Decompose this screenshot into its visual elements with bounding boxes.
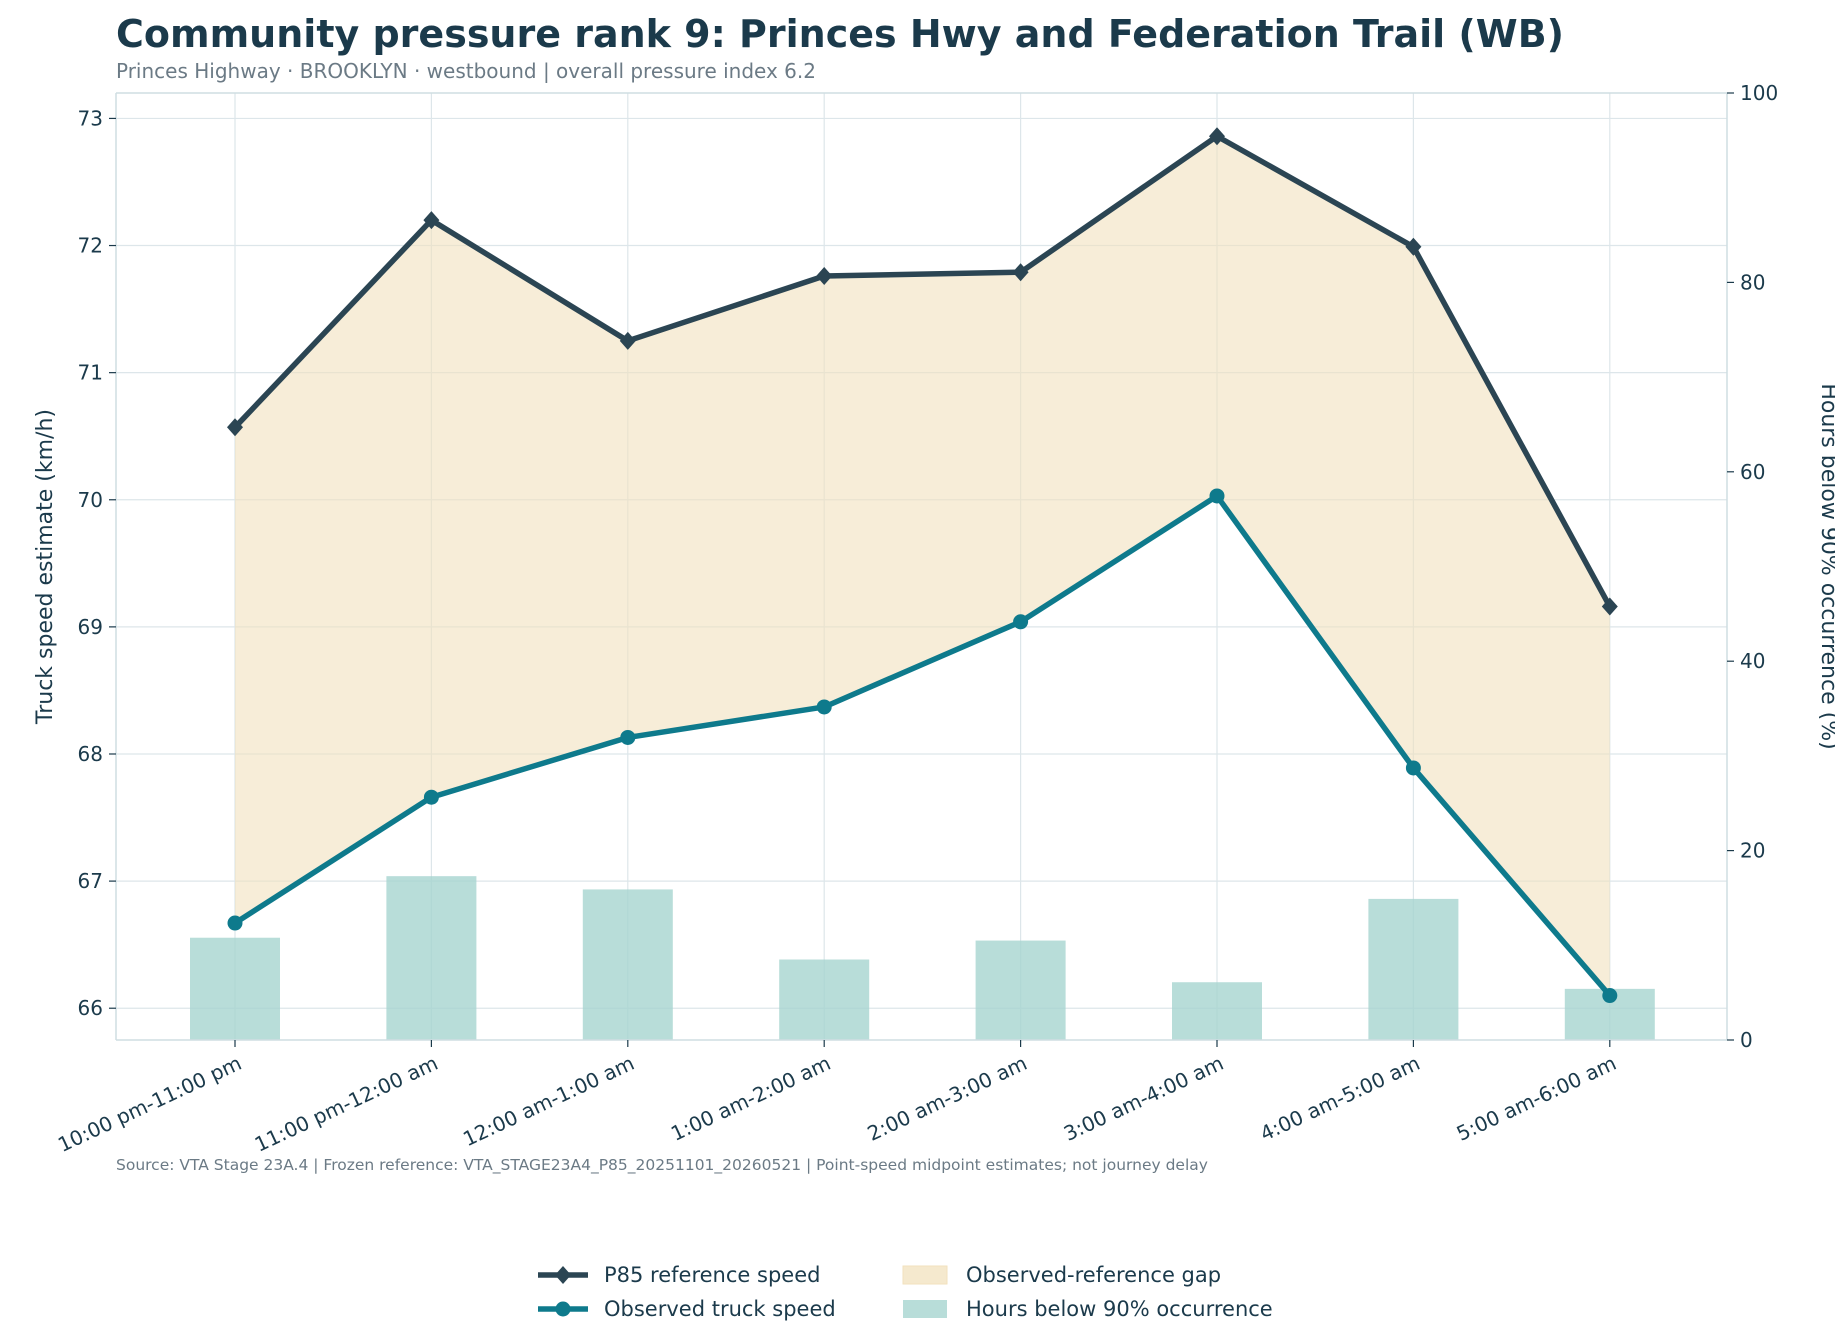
source-note: Source: VTA Stage 23A.4 | Frozen referen…: [116, 1156, 1208, 1175]
y-axis-label: Truck speed estimate (km/h): [33, 409, 58, 725]
legend: P85 reference speed Observed truck speed…: [538, 1263, 1273, 1321]
legend-item-observed: Observed truck speed: [538, 1297, 836, 1321]
p85-point: [227, 418, 243, 437]
p85-point: [423, 211, 440, 230]
y2-tick-label: 40: [1740, 649, 1765, 673]
p85-point: [1405, 237, 1422, 256]
y2-tick-label: 0: [1740, 1028, 1753, 1052]
p85-point: [619, 331, 636, 350]
legend-label-hours: Hours below 90% occurrence: [966, 1297, 1273, 1321]
bar-hours: [1368, 898, 1459, 1040]
legend-item-p85: P85 reference speed: [538, 1263, 820, 1287]
y2-axis-label: Hours below 90% occurrence (%): [1816, 383, 1835, 749]
legend-label-p85: P85 reference speed: [604, 1263, 820, 1287]
y-tick-label: 70: [78, 488, 103, 512]
y2-tick-label: 20: [1740, 839, 1765, 863]
observed-line: [232, 493, 1613, 999]
p85-line: [232, 133, 1613, 610]
y2-tick-label: 100: [1740, 81, 1778, 105]
observed-point: [423, 789, 439, 805]
bar-hours: [582, 889, 673, 1040]
x-tick-label: 1:00 am-2:00 am: [667, 1051, 834, 1146]
observed-point: [1209, 488, 1225, 504]
bar-hours: [1172, 982, 1262, 1040]
x-tick-label: 3:00 am-4:00 am: [1060, 1051, 1227, 1146]
observed-point: [1013, 614, 1029, 630]
observed-point: [816, 699, 832, 715]
observed-point: [620, 729, 636, 745]
legend-marker-circle: [555, 1301, 571, 1317]
p85-point: [1209, 127, 1225, 146]
bar-hours: [975, 940, 1066, 1040]
series-lines: [227, 127, 1618, 1004]
p85-point: [816, 267, 833, 286]
y-tick-label: 71: [78, 361, 103, 385]
p85-point: [1012, 263, 1029, 282]
bar-hours: [190, 937, 280, 1040]
bar-hours: [779, 959, 870, 1040]
observed-point: [1602, 988, 1618, 1004]
y-tick-label: 72: [78, 234, 103, 258]
gap-area: [235, 136, 1610, 996]
bar-hours: [386, 876, 477, 1040]
bars-hours-below-90: [190, 876, 1655, 1040]
y-tick-label: 68: [78, 742, 103, 766]
gap-area-fill: [235, 136, 1610, 996]
legend-swatch-gap: [902, 1265, 948, 1285]
chart-subtitle: Princes Highway · BROOKLYN · westbound |…: [116, 59, 816, 83]
legend-marker-diamond: [555, 1266, 571, 1284]
legend-item-gap: Observed-reference gap: [902, 1263, 1221, 1287]
y-tick-label: 73: [78, 106, 103, 130]
x-tick-label: 5:00 am-6:00 am: [1453, 1051, 1620, 1146]
x-tick-label: 2:00 am-3:00 am: [864, 1051, 1031, 1146]
legend-label-observed: Observed truck speed: [604, 1297, 836, 1321]
y2-tick-label: 60: [1740, 460, 1765, 484]
x-tick-label: 11:00 pm-12:00 am: [251, 1051, 442, 1157]
y2-tick-label: 80: [1740, 270, 1765, 294]
y-tick-label: 67: [78, 869, 103, 893]
x-tick-label: 10:00 pm-11:00 pm: [54, 1051, 245, 1157]
legend-label-gap: Observed-reference gap: [966, 1263, 1221, 1287]
x-tick-label: 4:00 am-5:00 am: [1256, 1051, 1423, 1146]
legend-item-hours: Hours below 90% occurrence: [903, 1297, 1273, 1321]
x-tick-label: 12:00 am-1:00 am: [459, 1051, 638, 1151]
legend-swatch-hours: [903, 1300, 947, 1318]
observed-point: [1405, 760, 1421, 776]
chart-title: Community pressure rank 9: Princes Hwy a…: [116, 12, 1564, 56]
y-tick-label: 66: [78, 996, 103, 1020]
y-tick-label: 69: [78, 615, 103, 639]
p85-point: [1601, 597, 1618, 616]
observed-point: [227, 915, 243, 931]
